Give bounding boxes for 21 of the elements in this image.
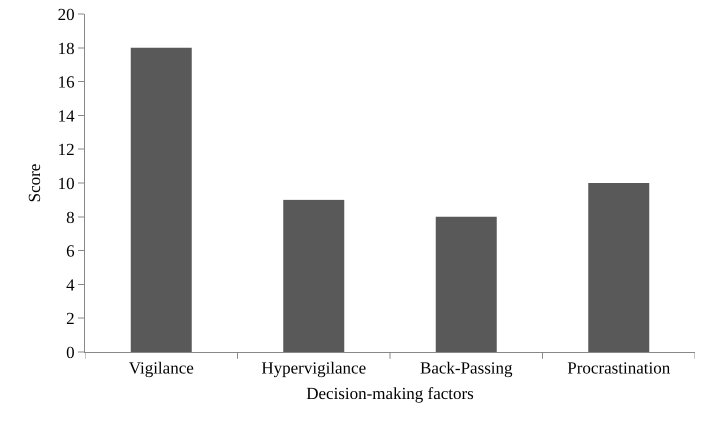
y-tick-label: 8 (66, 208, 75, 227)
y-tick-label: 0 (66, 342, 75, 362)
x-axis-title: Decision-making factors (306, 384, 474, 403)
y-tick-label: 4 (66, 275, 76, 294)
y-tick-label: 14 (58, 106, 76, 126)
x-tick-label: Back-Passing (420, 358, 514, 378)
bar (588, 183, 650, 352)
y-tick-label: 12 (58, 140, 75, 160)
x-tick-label: Vigilance (128, 358, 194, 378)
y-tick-label: 2 (66, 309, 75, 328)
x-tick-label: Hypervigilance (261, 358, 366, 378)
bar (130, 48, 192, 352)
bar (283, 200, 344, 352)
y-tick-label: 10 (58, 174, 75, 193)
x-tick-label: Procrastination (567, 358, 671, 378)
y-tick-label: 16 (58, 72, 75, 92)
y-tick-label: 20 (58, 4, 75, 24)
y-tick-label: 6 (66, 242, 75, 261)
y-axis-title: Score (25, 164, 44, 202)
bar (436, 216, 497, 352)
y-tick-label: 18 (58, 38, 75, 58)
